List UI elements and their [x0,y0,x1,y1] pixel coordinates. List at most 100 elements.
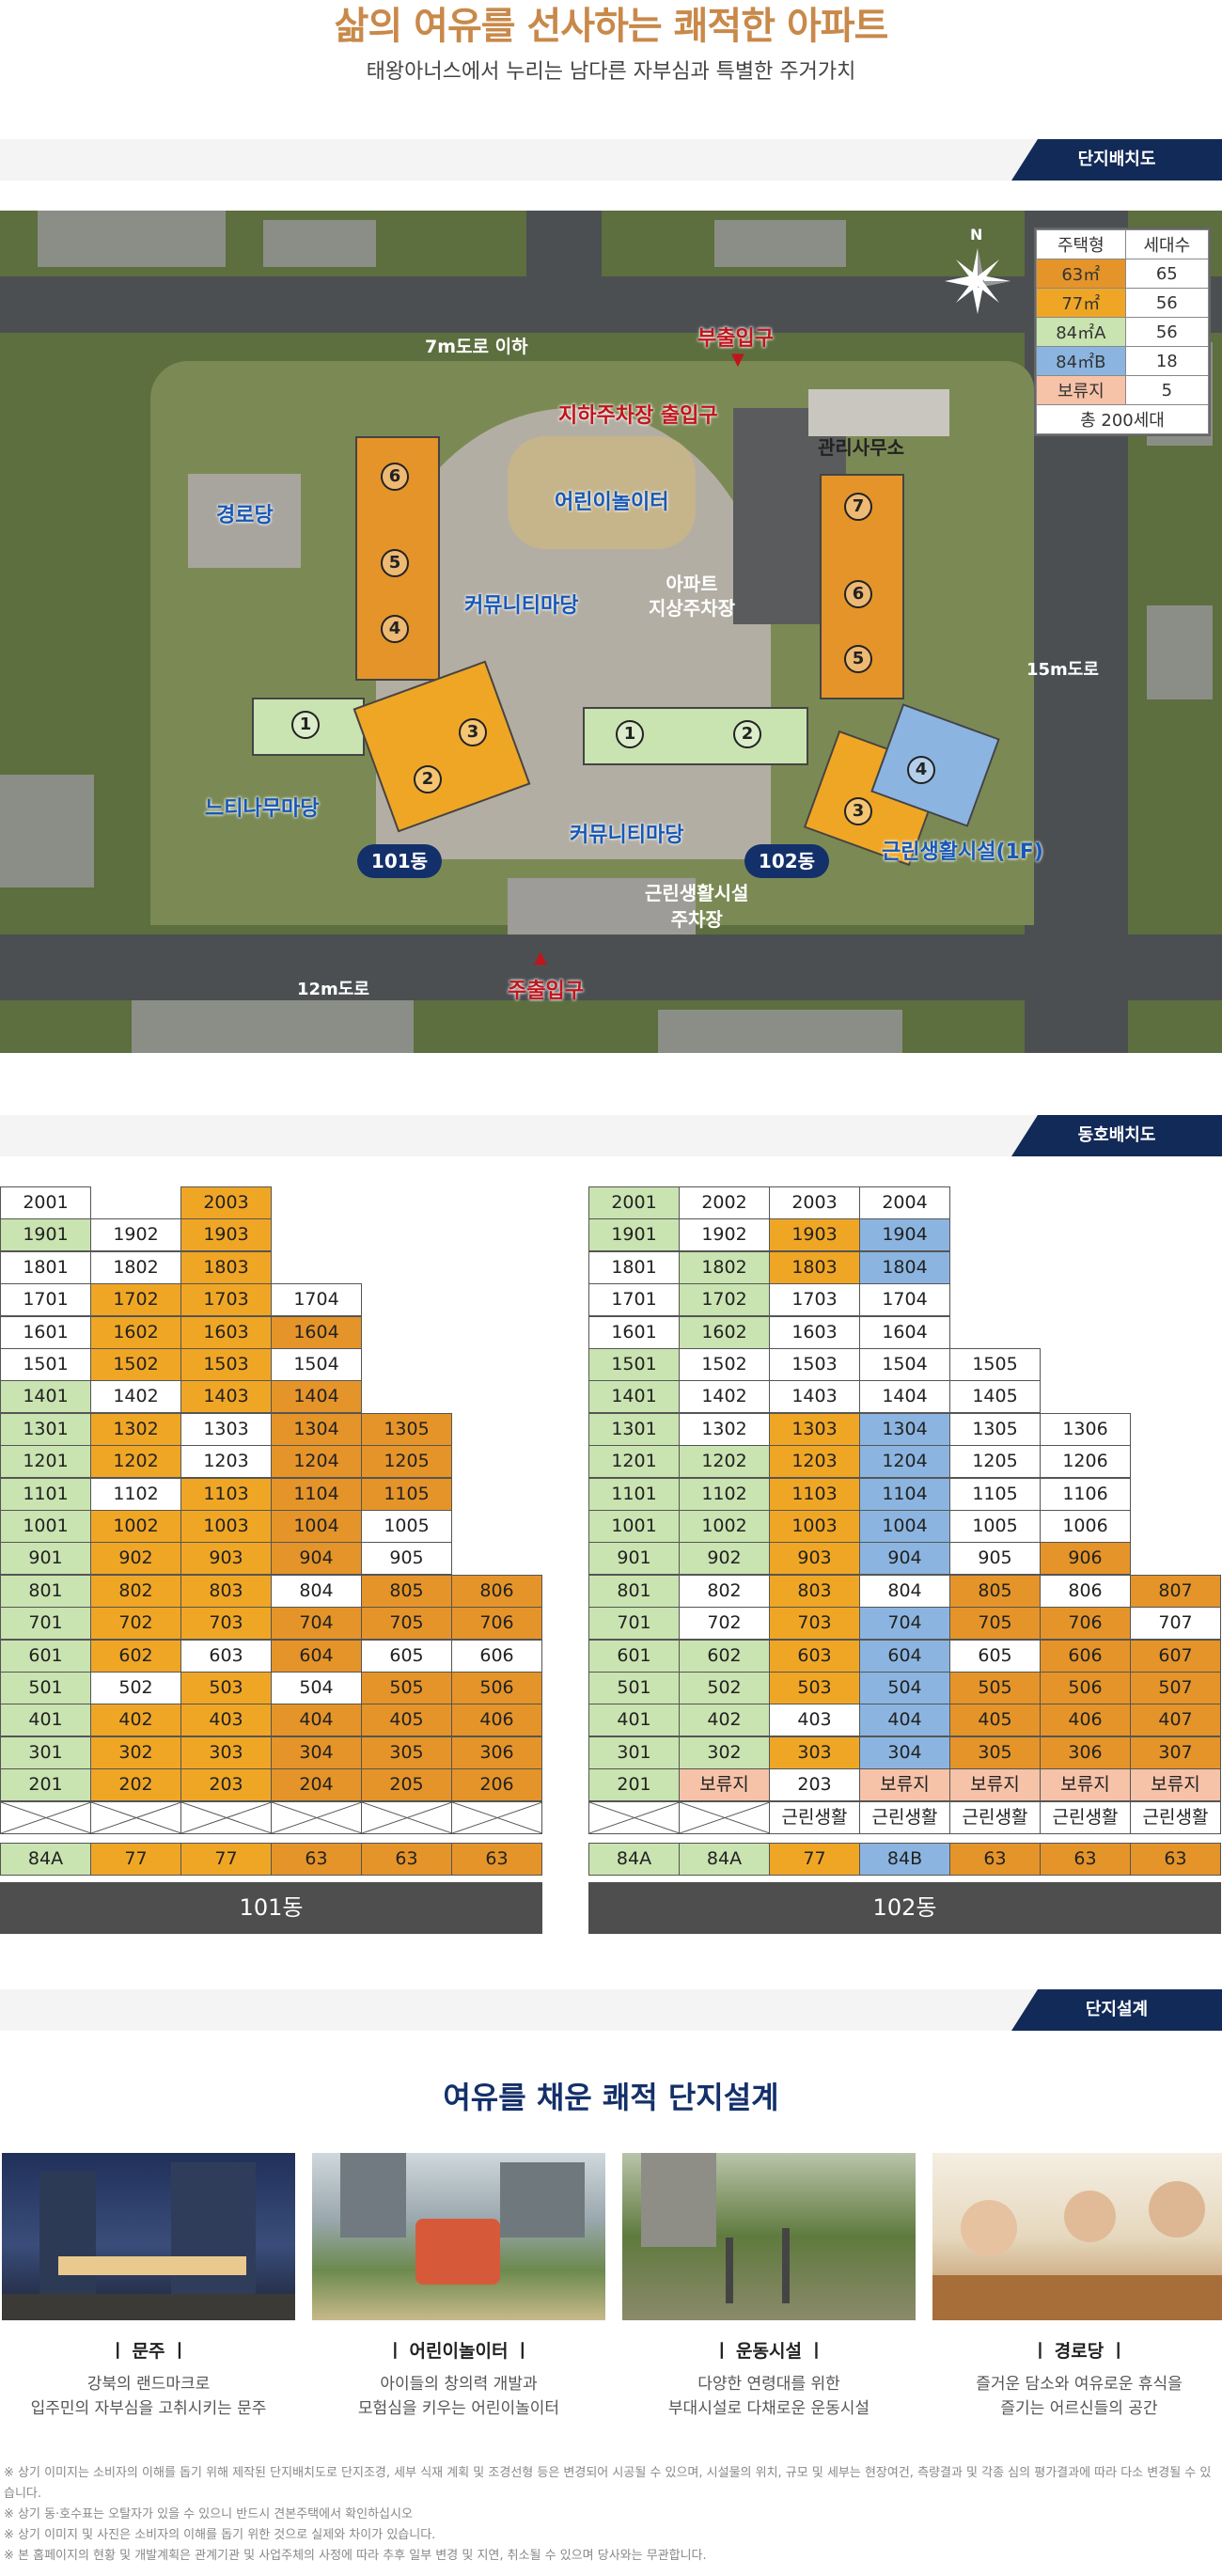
label-road-7m: 7m도로 이하 [425,337,528,357]
unit-cell: 601 [588,1639,680,1673]
unit-type-legend: 주택형 세대수 63㎡ 65 77㎡ 56 84㎡A 56 84㎡B 18 보류… [1034,228,1211,436]
unit-cell: 2001 [0,1186,91,1219]
empty-cell-cross-icon [451,1800,542,1834]
card-desc-line2: 입주민의 자부심을 고취시키는 문주 [30,2399,267,2418]
card-desc-line2: 부대시설로 다채로운 운동시설 [667,2399,870,2418]
card-desc-line1: 강북의 랜드마크로 [86,2375,211,2394]
unit-type-cell: 63 [361,1843,452,1876]
building-101-tag: 101동 [357,844,442,878]
unit-cell: 607 [1130,1639,1221,1673]
unit-cell: 503 [769,1672,860,1704]
road-top [0,276,1222,333]
unit-cell: 401 [0,1704,91,1737]
unit-cell: 606 [451,1639,542,1673]
unit-cell: 1704 [859,1283,950,1317]
unit-cell: 보류지 [949,1768,1041,1802]
section-tag-design: 단지설계 [1011,1989,1222,2031]
unit-cell: 303 [180,1736,272,1769]
dong-101-unit-table: 2001 2003 1901 1902 1903 1801 1802 1803 1701 1702… [0,1186,543,1939]
compass-north-label: N [970,226,983,243]
unit-marker-3: 3 [459,718,487,746]
unit-cell: 1402 [90,1380,181,1414]
unit-cell: 802 [679,1574,770,1608]
unit-cell: 1604 [271,1315,362,1349]
unit-cell: 1205 [361,1445,452,1479]
unit-cell: 1802 [90,1250,181,1284]
unit-cell: 1202 [679,1445,770,1479]
unit-type-cell: 84A [588,1843,680,1876]
surrounding-building [263,220,376,267]
unit-cell: 1106 [1040,1477,1131,1511]
unit-cell: 803 [769,1574,860,1608]
unit-cell: 1303 [769,1412,860,1446]
unit-marker-6: 6 [381,463,409,491]
empty-cell-cross-icon [271,1800,362,1834]
unit-cell: 501 [0,1672,91,1704]
unit-cell: 703 [180,1607,272,1641]
card-title: ㅣ 문주 ㅣ [109,2341,188,2362]
unit-cell: 1402 [679,1380,770,1414]
building-label-bar: 101동 [0,1882,542,1934]
unit-cell: 1603 [769,1315,860,1349]
surrounding-building [0,775,94,887]
unit-cell: 1604 [859,1315,950,1349]
road-side [526,211,602,333]
label-playground: 어린이놀이터 [555,491,669,514]
unit-cell: 701 [588,1607,680,1641]
unit-cell: 1701 [588,1283,680,1317]
unit-cell: 2001 [588,1186,680,1219]
unit-cell: 1501 [0,1348,91,1381]
unit-cell: 1404 [859,1380,950,1414]
unit-cell: 1401 [588,1380,680,1414]
unit-cell: 1305 [949,1412,1041,1446]
unit-cell: 1101 [588,1477,680,1511]
page-subtitle: 태왕아너스에서 누리는 남다른 자부심과 특별한 주거가치 [366,60,856,84]
surrounding-building [714,220,846,267]
legend-count: 18 [1124,346,1210,376]
unit-cell: 보류지 [1130,1768,1221,1802]
label-road-15m: 15m도로 [1026,660,1099,680]
building-label-bar: 102동 [588,1882,1221,1934]
footnote: ※ 상기 동·호수표는 오탈자가 있을 수 있으니 반드시 견본주택에서 확인하… [4,2507,413,2521]
label-facility-parking: 근린생활시설 주차장 [645,882,749,931]
unit-cell: 2003 [180,1186,272,1219]
unit-cell: 706 [1040,1607,1131,1641]
footnotes: ※ 상기 이미지는 소비자의 이해를 돕기 위해 제작된 단지배치도로 단지조경… [4,2463,1216,2567]
unit-cell: 603 [180,1639,272,1673]
empty-cell-cross-icon [588,1800,680,1834]
unit-cell: 801 [0,1574,91,1608]
unit-cell: 506 [451,1672,542,1704]
label-neighborhood-facility: 근린생활시설(1F) [882,840,1043,864]
unit-cell: 1702 [90,1283,181,1317]
unit-cell: 1903 [769,1218,860,1252]
unit-marker-3: 3 [844,797,872,825]
unit-cell: 1205 [949,1445,1041,1479]
unit-marker-1: 1 [616,720,644,748]
unit-cell: 702 [679,1607,770,1641]
unit-cell: 301 [0,1736,91,1769]
unit-cell: 705 [361,1607,452,1641]
dong-102-unit-table: 2001 2002 2003 2004 1901 1902 1903 1904 1801 1802… [588,1186,1222,1939]
unit-cell: 901 [0,1542,91,1576]
unit-cell: 1403 [769,1380,860,1414]
label-sub-entrance: 부출입구 [697,327,774,351]
unit-cell: 1006 [1040,1510,1131,1543]
unit-cell: 801 [588,1574,680,1608]
unit-type-cell: 84A [679,1843,770,1876]
unit-cell: 1502 [679,1348,770,1381]
unit-cell: 1304 [859,1412,950,1446]
design-card-playground: ㅣ 어린이놀이터 ㅣ 아이들의 창의력 개발과 모험심을 키우는 어린이놀이터 [312,2153,605,2421]
unit-type-cell: 63 [949,1843,1041,1876]
unit-type-cell: 63 [1130,1843,1221,1876]
unit-cell: 604 [271,1639,362,1673]
legend-type: 84㎡B [1036,346,1126,376]
unit-type-cell: 77 [90,1843,181,1876]
empty-cell-cross-icon [679,1800,770,1834]
unit-cell: 1501 [588,1348,680,1381]
playground-photo [312,2153,605,2320]
unit-type-cell: 77 [769,1843,860,1876]
unit-cell: 602 [90,1639,181,1673]
unit-cell: 902 [679,1542,770,1576]
unit-cell: 306 [451,1736,542,1769]
